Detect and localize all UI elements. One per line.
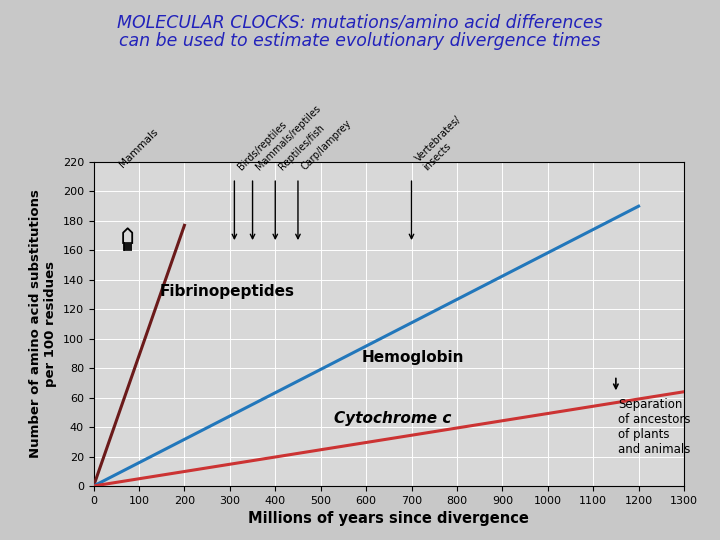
Text: Hemoglobin: Hemoglobin <box>361 350 464 366</box>
X-axis label: Millions of years since divergence: Millions of years since divergence <box>248 511 529 526</box>
Text: can be used to estimate evolutionary divergence times: can be used to estimate evolutionary div… <box>120 32 600 50</box>
Text: Mammals: Mammals <box>117 127 161 170</box>
Text: Carp/lamprey: Carp/lamprey <box>300 118 354 172</box>
Text: Reptiles/fish: Reptiles/fish <box>277 123 327 172</box>
Text: Separation
of ancestors
of plants
and animals: Separation of ancestors of plants and an… <box>618 397 690 456</box>
Text: Cytochrome c: Cytochrome c <box>334 411 451 426</box>
Text: Vertebrates/
insects: Vertebrates/ insects <box>413 114 471 172</box>
Y-axis label: Number of amino acid substitutions
per 100 residues: Number of amino acid substitutions per 1… <box>29 190 57 458</box>
Text: Mammals/reptiles: Mammals/reptiles <box>254 104 323 172</box>
Text: Birds/reptiles: Birds/reptiles <box>236 120 289 172</box>
Text: Fibrinopeptides: Fibrinopeptides <box>159 284 294 299</box>
Text: MOLECULAR CLOCKS: mutations/amino acid differences: MOLECULAR CLOCKS: mutations/amino acid d… <box>117 14 603 31</box>
